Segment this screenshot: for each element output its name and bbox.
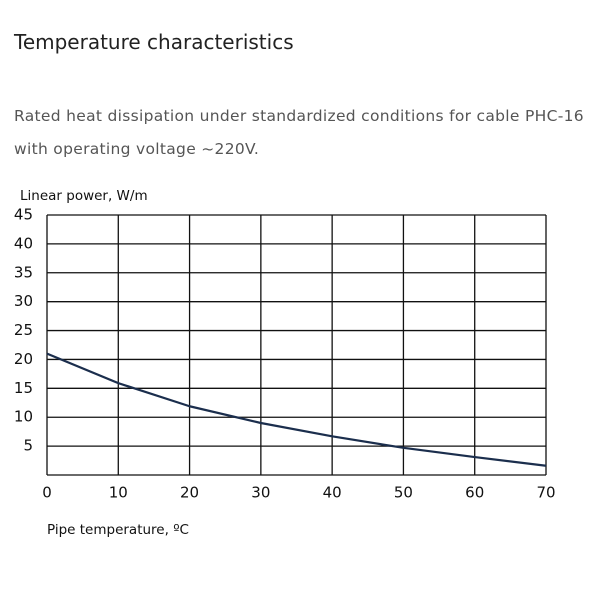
x-tick-label: 30 bbox=[251, 484, 270, 502]
x-tick-label: 40 bbox=[323, 484, 342, 502]
line bbox=[46, 352, 547, 467]
y-tick-label: 40 bbox=[14, 234, 33, 252]
title: Temperature characteristics bbox=[14, 30, 294, 54]
x-axis-label: Pipe temperature, ºC bbox=[47, 522, 189, 538]
x-tick-label: 70 bbox=[536, 484, 555, 502]
y-tick-label: 35 bbox=[14, 263, 33, 281]
y-tick-label: 20 bbox=[14, 350, 33, 368]
y-axis-label: Linear power, W/m bbox=[20, 188, 148, 204]
y-tick-label: 45 bbox=[14, 206, 33, 224]
y-tick-label: 10 bbox=[14, 408, 33, 426]
y-tick-label: 5 bbox=[23, 437, 33, 455]
y-tick-label: 25 bbox=[14, 321, 33, 339]
y-tick-label: 15 bbox=[14, 379, 33, 397]
x-tick-label: 20 bbox=[180, 484, 199, 502]
x-tick-label: 50 bbox=[394, 484, 413, 502]
subtitle: Rated heat dissipation under standardize… bbox=[14, 107, 584, 158]
x-tick-label: 10 bbox=[109, 484, 128, 502]
x-tick-label: 0 bbox=[42, 484, 52, 502]
y-tick-label: 30 bbox=[14, 292, 33, 310]
x-tick-label: 60 bbox=[465, 484, 484, 502]
